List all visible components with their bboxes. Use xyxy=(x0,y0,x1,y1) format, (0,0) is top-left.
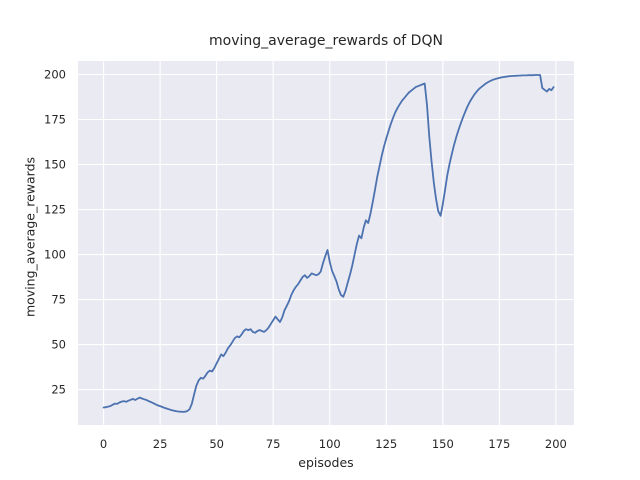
chart-title: moving_average_rewards of DQN xyxy=(209,33,443,49)
x-tick-label: 100 xyxy=(319,437,341,451)
y-tick-label: 100 xyxy=(44,248,66,262)
x-tick-label: 0 xyxy=(100,437,107,451)
y-tick-label: 175 xyxy=(44,113,66,127)
x-tick-label: 150 xyxy=(432,437,454,451)
x-axis-label: episodes xyxy=(298,455,354,470)
plot-area xyxy=(78,61,574,425)
x-tick-label: 75 xyxy=(266,437,281,451)
y-tick-label: 25 xyxy=(51,383,66,397)
y-axis-label: moving_average_rewards xyxy=(22,156,38,318)
x-tick-label: 125 xyxy=(375,437,397,451)
x-tick-label: 25 xyxy=(153,437,168,451)
y-tick-label: 150 xyxy=(44,158,66,172)
y-tick-label: 125 xyxy=(44,203,66,217)
y-tick-label: 200 xyxy=(44,68,66,82)
x-tick-label: 200 xyxy=(545,437,567,451)
y-tick-label: 75 xyxy=(51,293,66,307)
x-tick-label: 175 xyxy=(488,437,510,451)
reward-line xyxy=(102,74,555,413)
x-tick-label: 50 xyxy=(209,437,224,451)
y-tick-label: 50 xyxy=(51,338,66,352)
